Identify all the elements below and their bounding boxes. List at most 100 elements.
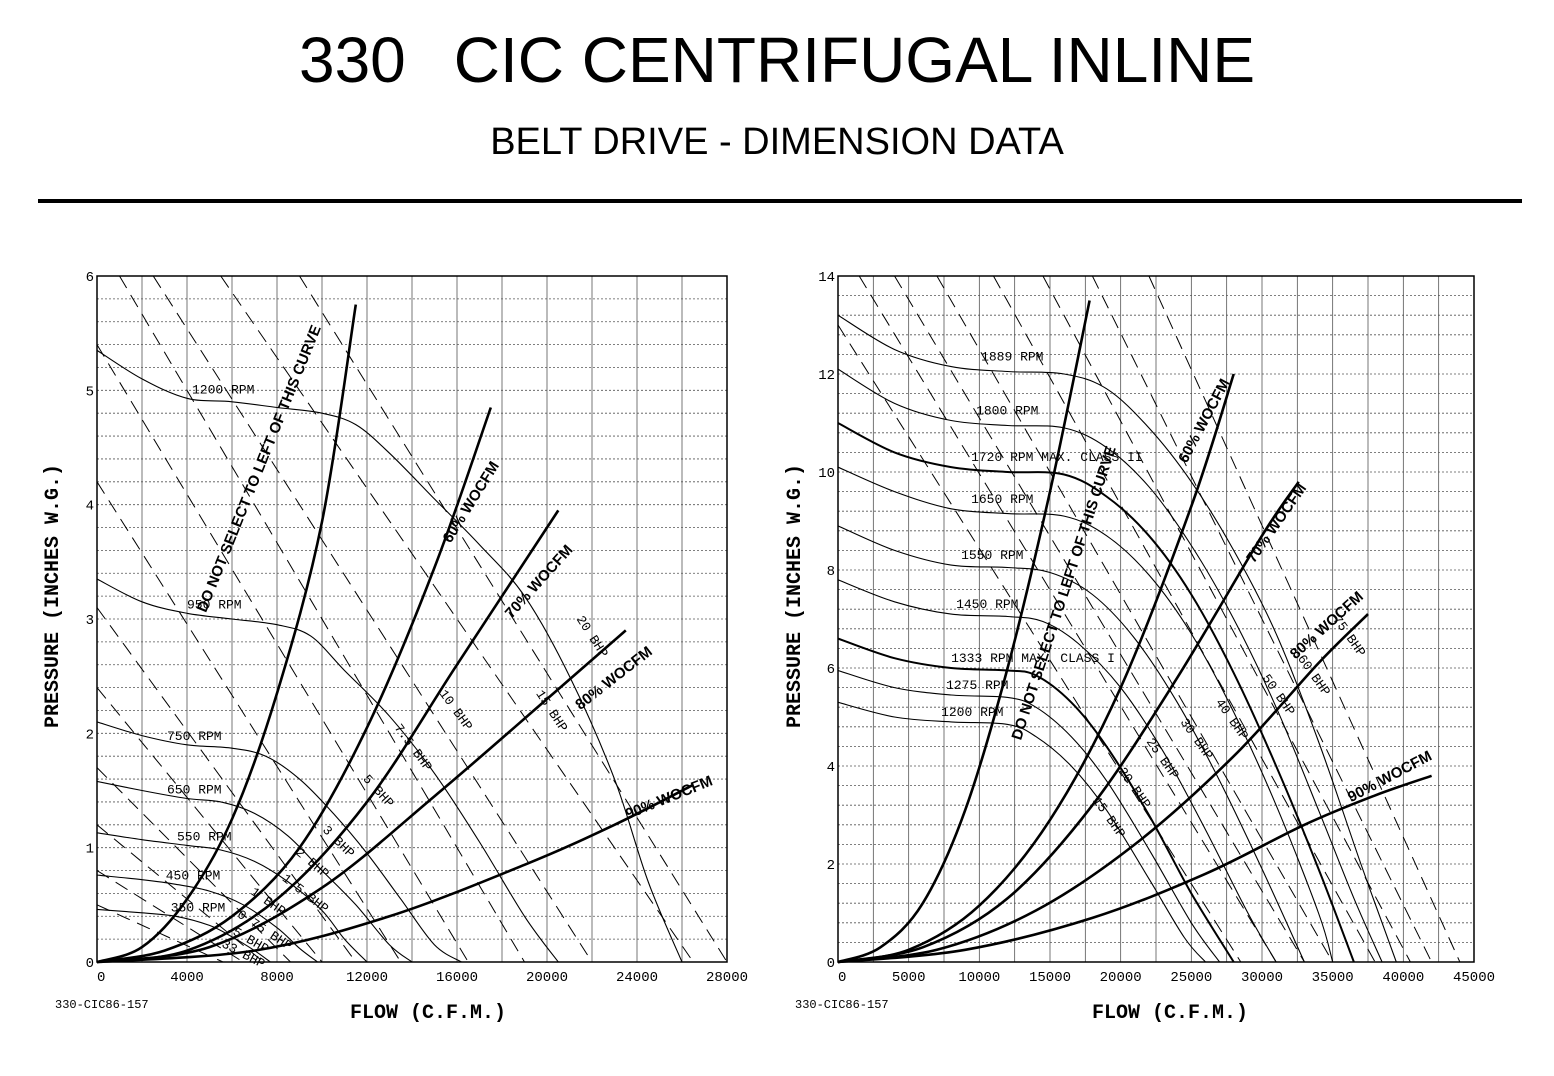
rpm-label: 1650 RPM [971,492,1033,507]
plot-area [97,276,727,962]
plot-border [837,275,1475,963]
wocfm-curve [96,783,694,964]
rpm-label: 950 RPM [187,597,242,612]
x-tick-label: 25000 [1170,970,1212,986]
bhp-line [97,607,357,962]
rpm-label: 350 RPM [171,900,226,915]
x-tick-label: 45000 [1453,970,1495,986]
rpm-label: 1333 RPM MAX. CLASS I [951,651,1115,666]
wocfm-label: 80% WOCFM [572,643,655,713]
bhp-line [97,687,323,962]
rpm-curve [838,525,1305,962]
rpm-label: 1275 RPM [946,678,1008,693]
rpm-curve [97,349,683,962]
wocfm-curve [96,629,627,964]
wocfm-label: 60% WOCFM [1175,376,1233,466]
warning-label: DO NOT SELECT TO LEFT OF THIS CURVE [1008,444,1119,742]
wocfm-label: 60% WOCFM [439,459,502,546]
x-tick-label: 16000 [436,970,478,986]
x-tick-label: 10000 [958,970,1000,986]
y-tick-label: 14 [818,270,835,286]
bhp-line [858,276,1277,962]
wocfm-curve [837,481,1300,964]
rpm-curve [838,466,1334,962]
x-tick-label: 4000 [170,970,204,986]
wocfm-label: 90% WOCFM [1345,748,1435,806]
chart-2: 0 5000 10000 15000 20000 25000 30000 35000 40000… [784,270,1495,1025]
wocfm-curve [96,509,560,964]
y-axis-label: PRESSURE (INCHES W.G.) [784,464,807,728]
bhp-line [97,870,244,962]
wocfm-curve [837,774,1433,964]
rpm-label: 1889 RPM [981,350,1043,365]
page-title: 330 CIC CENTRIFUGAL INLINE [0,18,1554,102]
bhp-line [894,276,1305,962]
model-number: 330 [298,24,406,96]
x-tick-label: 35000 [1312,970,1354,986]
y-axis-label: PRESSURE (INCHES W.G.) [42,464,65,728]
page-subtitle: BELT DRIVE - DIMENSION DATA [490,121,1064,163]
y-tick-label: 8 [827,564,835,580]
rpm-curve [97,780,413,962]
x-tick-label: 40000 [1382,970,1424,986]
rpm-curve [838,422,1355,962]
bhp-label: 7.5 BHP [391,721,435,774]
wocfm-label: 70% WOCFM [1243,481,1310,567]
bhp-line [1042,276,1411,962]
rpm-label: 750 RPM [167,729,222,744]
bhp-line [1091,276,1433,962]
x-tick-label: 20000 [526,970,568,986]
limit-curve [837,300,1091,964]
y-tick-label: 0 [86,956,94,972]
y-tick-label: 6 [86,270,94,286]
x-tick-label: 12000 [346,970,388,986]
drawing-code: 330-CIC86-157 [55,998,149,1012]
limit-curve [96,304,358,964]
bhp-line [299,276,727,962]
rpm-label: 1450 RPM [956,597,1018,612]
rpm-curve [97,721,462,962]
wocfm-curve [96,407,493,964]
y-tick-label: 6 [827,662,835,678]
x-axis-label: FLOW (C.F.M.) [1092,1002,1248,1025]
bhp-label: 30 BHP [1177,716,1216,763]
wocfm-curve [837,373,1235,964]
bhp-line [936,276,1334,962]
wocfm-curve [837,613,1369,964]
bhp-line [152,276,593,962]
bhp-line [119,276,525,962]
y-tick-label: 4 [86,499,94,515]
x-tick-label: 20000 [1100,970,1142,986]
rpm-label: 450 RPM [166,868,221,883]
bhp-line [838,324,1242,962]
x-tick-label: 24000 [616,970,658,986]
bhp-line [1148,276,1461,962]
y-tick-label: 5 [86,384,94,400]
rpm-curve [838,368,1383,962]
rpm-curve [838,314,1397,962]
plot-area [838,276,1461,962]
x-tick-label: 28000 [706,970,748,986]
rpm-curve [838,701,1206,962]
header-divider [38,199,1522,203]
rpm-label: 1550 RPM [961,548,1023,563]
y-tick-label: 10 [818,466,835,482]
x-tick-label: 30000 [1241,970,1283,986]
x-tick-label: 8000 [260,970,294,986]
y-tick-label: 2 [86,727,94,743]
rpm-label: 550 RPM [177,829,232,844]
x-tick-label: 15000 [1029,970,1071,986]
y-tick-label: 4 [827,760,835,776]
bhp-line [97,767,291,962]
rpm-curve [838,669,1221,962]
bhp-line [97,344,469,962]
warning-label: DO NOT SELECT TO LEFT OF THIS CURVE [194,323,325,615]
rpm-label: 1800 RPM [976,404,1038,419]
y-tick-label: 12 [818,368,835,384]
y-tick-label: 0 [827,956,835,972]
bhp-line [220,276,694,962]
rpm-curve [838,637,1235,962]
rpm-curve [838,579,1277,962]
y-tick-label: 3 [86,613,94,629]
